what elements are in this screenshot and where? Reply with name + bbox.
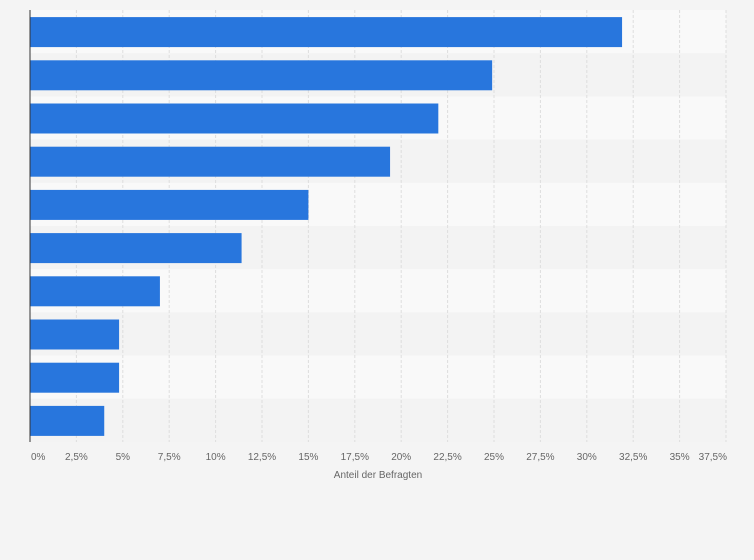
bar bbox=[30, 189, 309, 220]
bar bbox=[30, 146, 391, 177]
x-tick-label: 7,5% bbox=[158, 452, 181, 463]
x-tick-label: 22,5% bbox=[433, 452, 461, 463]
bars bbox=[30, 17, 623, 436]
x-tick-labels: 0% 2,5% 5% 7,5% 10% 12,5% 15% 17,5% 20% 22,5% 25% 2… bbox=[31, 452, 727, 463]
x-tick-label: 20% bbox=[391, 452, 411, 463]
x-tick-label: 35% bbox=[670, 452, 690, 463]
bar bbox=[30, 60, 493, 91]
bar bbox=[30, 362, 120, 393]
bar bbox=[30, 405, 105, 436]
x-tick-label: 5% bbox=[116, 452, 131, 463]
bar bbox=[30, 17, 623, 48]
x-tick-label: 37,5% bbox=[699, 452, 727, 463]
x-tick-label: 2,5% bbox=[65, 452, 88, 463]
x-tick-label: 27,5% bbox=[526, 452, 554, 463]
row-band bbox=[30, 355, 726, 399]
x-tick-label: 25% bbox=[484, 452, 504, 463]
x-tick-label: 30% bbox=[577, 452, 597, 463]
row-band bbox=[30, 312, 726, 356]
bar bbox=[30, 103, 439, 134]
row-band bbox=[30, 398, 726, 442]
x-axis-title: Anteil der Befragten bbox=[334, 470, 422, 481]
x-tick-label: 0% bbox=[31, 452, 46, 463]
x-tick-label: 10% bbox=[206, 452, 226, 463]
bar bbox=[30, 319, 120, 350]
x-tick-label: 12,5% bbox=[248, 452, 276, 463]
x-tick-label: 32,5% bbox=[619, 452, 647, 463]
x-tick-label: 15% bbox=[298, 452, 318, 463]
x-tick-label: 17,5% bbox=[341, 452, 369, 463]
bar bbox=[30, 233, 242, 264]
bar bbox=[30, 276, 160, 307]
